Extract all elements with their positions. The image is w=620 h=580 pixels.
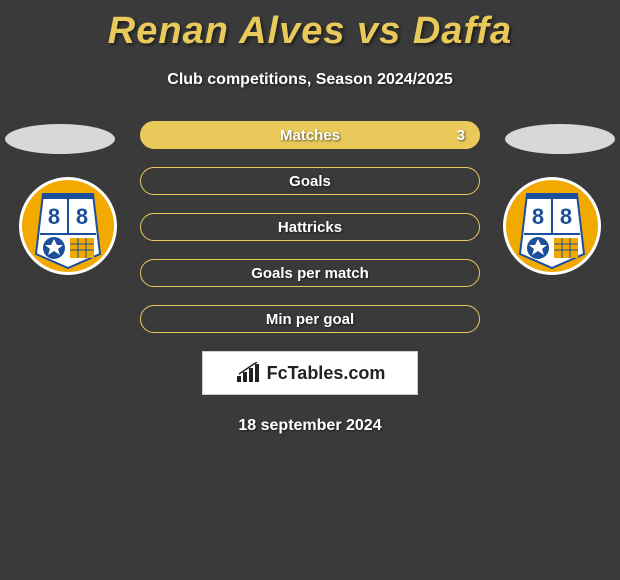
club-badge-left: 8 8	[18, 176, 118, 276]
stat-row-hattricks: Hattricks	[140, 213, 480, 241]
date-text: 18 september 2024	[0, 417, 620, 435]
svg-text:8: 8	[76, 204, 88, 229]
svg-text:8: 8	[560, 204, 572, 229]
page-title: Renan Alves vs Daffa	[0, 0, 620, 53]
stat-label: Goals	[289, 173, 331, 190]
logo-text: FcTables.com	[235, 362, 386, 384]
stat-label: Matches	[280, 127, 340, 144]
svg-text:8: 8	[48, 204, 60, 229]
subtitle: Club competitions, Season 2024/2025	[0, 71, 620, 89]
stat-row-goals-per-match: Goals per match	[140, 259, 480, 287]
player-platform-right	[505, 124, 615, 154]
stat-row-min-per-goal: Min per goal	[140, 305, 480, 333]
svg-text:8: 8	[532, 204, 544, 229]
stat-label: Goals per match	[251, 265, 369, 282]
site-logo: FcTables.com	[202, 351, 418, 395]
stat-label: Hattricks	[278, 219, 342, 236]
logo-label: FcTables.com	[267, 363, 386, 384]
club-badge-right: 8 8	[502, 176, 602, 276]
stat-label: Min per goal	[266, 311, 354, 328]
stat-row-matches: Matches 3	[140, 121, 480, 149]
player-platform-left	[5, 124, 115, 154]
stat-value: 3	[457, 127, 465, 144]
stat-row-goals: Goals	[140, 167, 480, 195]
